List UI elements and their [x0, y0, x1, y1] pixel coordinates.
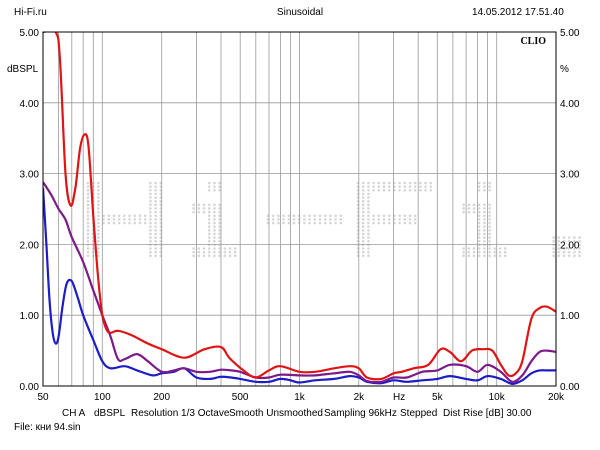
footer-sampling: Sampling 96kHz	[324, 408, 397, 419]
y-tick-label-left: 3.00	[20, 170, 40, 181]
x-tick-label: 50	[37, 392, 49, 403]
x-tick-label: 10k	[489, 392, 506, 403]
footer-file: File: кни 94.sin	[14, 422, 81, 433]
x-tick-label: 20k	[548, 392, 565, 403]
x-tick-label: 2k	[354, 392, 366, 403]
footer-dist-rise: Dist Rise [dB] 30.00	[443, 408, 532, 419]
y-tick-label-right: 1.00	[560, 311, 580, 322]
series-line-blue	[43, 187, 556, 386]
x-tick-label: 200	[153, 392, 170, 403]
footer-smoothing: Smooth Unsmoothed	[229, 408, 323, 419]
y-tick-label-right: 2.00	[560, 240, 580, 251]
y-tick-label-left: 2.00	[20, 240, 40, 251]
series-line-red	[43, 32, 556, 381]
y-tick-label-right: 3.00	[560, 170, 580, 181]
y-tick-label-left: 4.00	[20, 99, 40, 110]
footer-unit: dBSPL	[94, 408, 126, 419]
x-tick-label: 500	[232, 392, 249, 403]
chart-series	[43, 32, 556, 386]
footer-stepping: Stepped	[400, 408, 438, 419]
brand-logo: CLIO	[520, 36, 546, 47]
y-tick-label-right: 4.00	[560, 99, 580, 110]
footer-resolution: Resolution 1/3 Octave	[131, 408, 230, 419]
series-line-purple	[43, 181, 556, 384]
x-tick-label: 1k	[294, 392, 306, 403]
chart-mode-title: Sinusoidal	[276, 7, 324, 18]
x-tick-label: 100	[94, 392, 111, 403]
y-tick-label-right: 5.00	[560, 28, 580, 39]
timestamp: 14.05.2012 17.51.40	[472, 7, 564, 18]
site-name: Hi-Fi.ru	[14, 7, 47, 18]
plot-frame	[42, 31, 557, 387]
y-tick-label-left: 5.00	[20, 28, 40, 39]
y-tick-label-left: 1.00	[20, 311, 40, 322]
x-tick-label: 5k	[432, 392, 444, 403]
chart-labels: 0.00 0.00 1.00 1.00 2.00 2.00 3.00 3.00 4.00 4.00…	[7, 28, 580, 403]
y-tick-label-left: 0.00	[20, 382, 40, 393]
x-axis-label: Hz	[393, 392, 405, 403]
y-tick-label-right: 0.00	[560, 382, 580, 393]
y-axis-label-right: %	[560, 64, 569, 75]
y-axis-label-left: dBSPL	[7, 64, 39, 75]
watermark	[86, 181, 581, 258]
footer-channel: CH A	[62, 408, 86, 419]
